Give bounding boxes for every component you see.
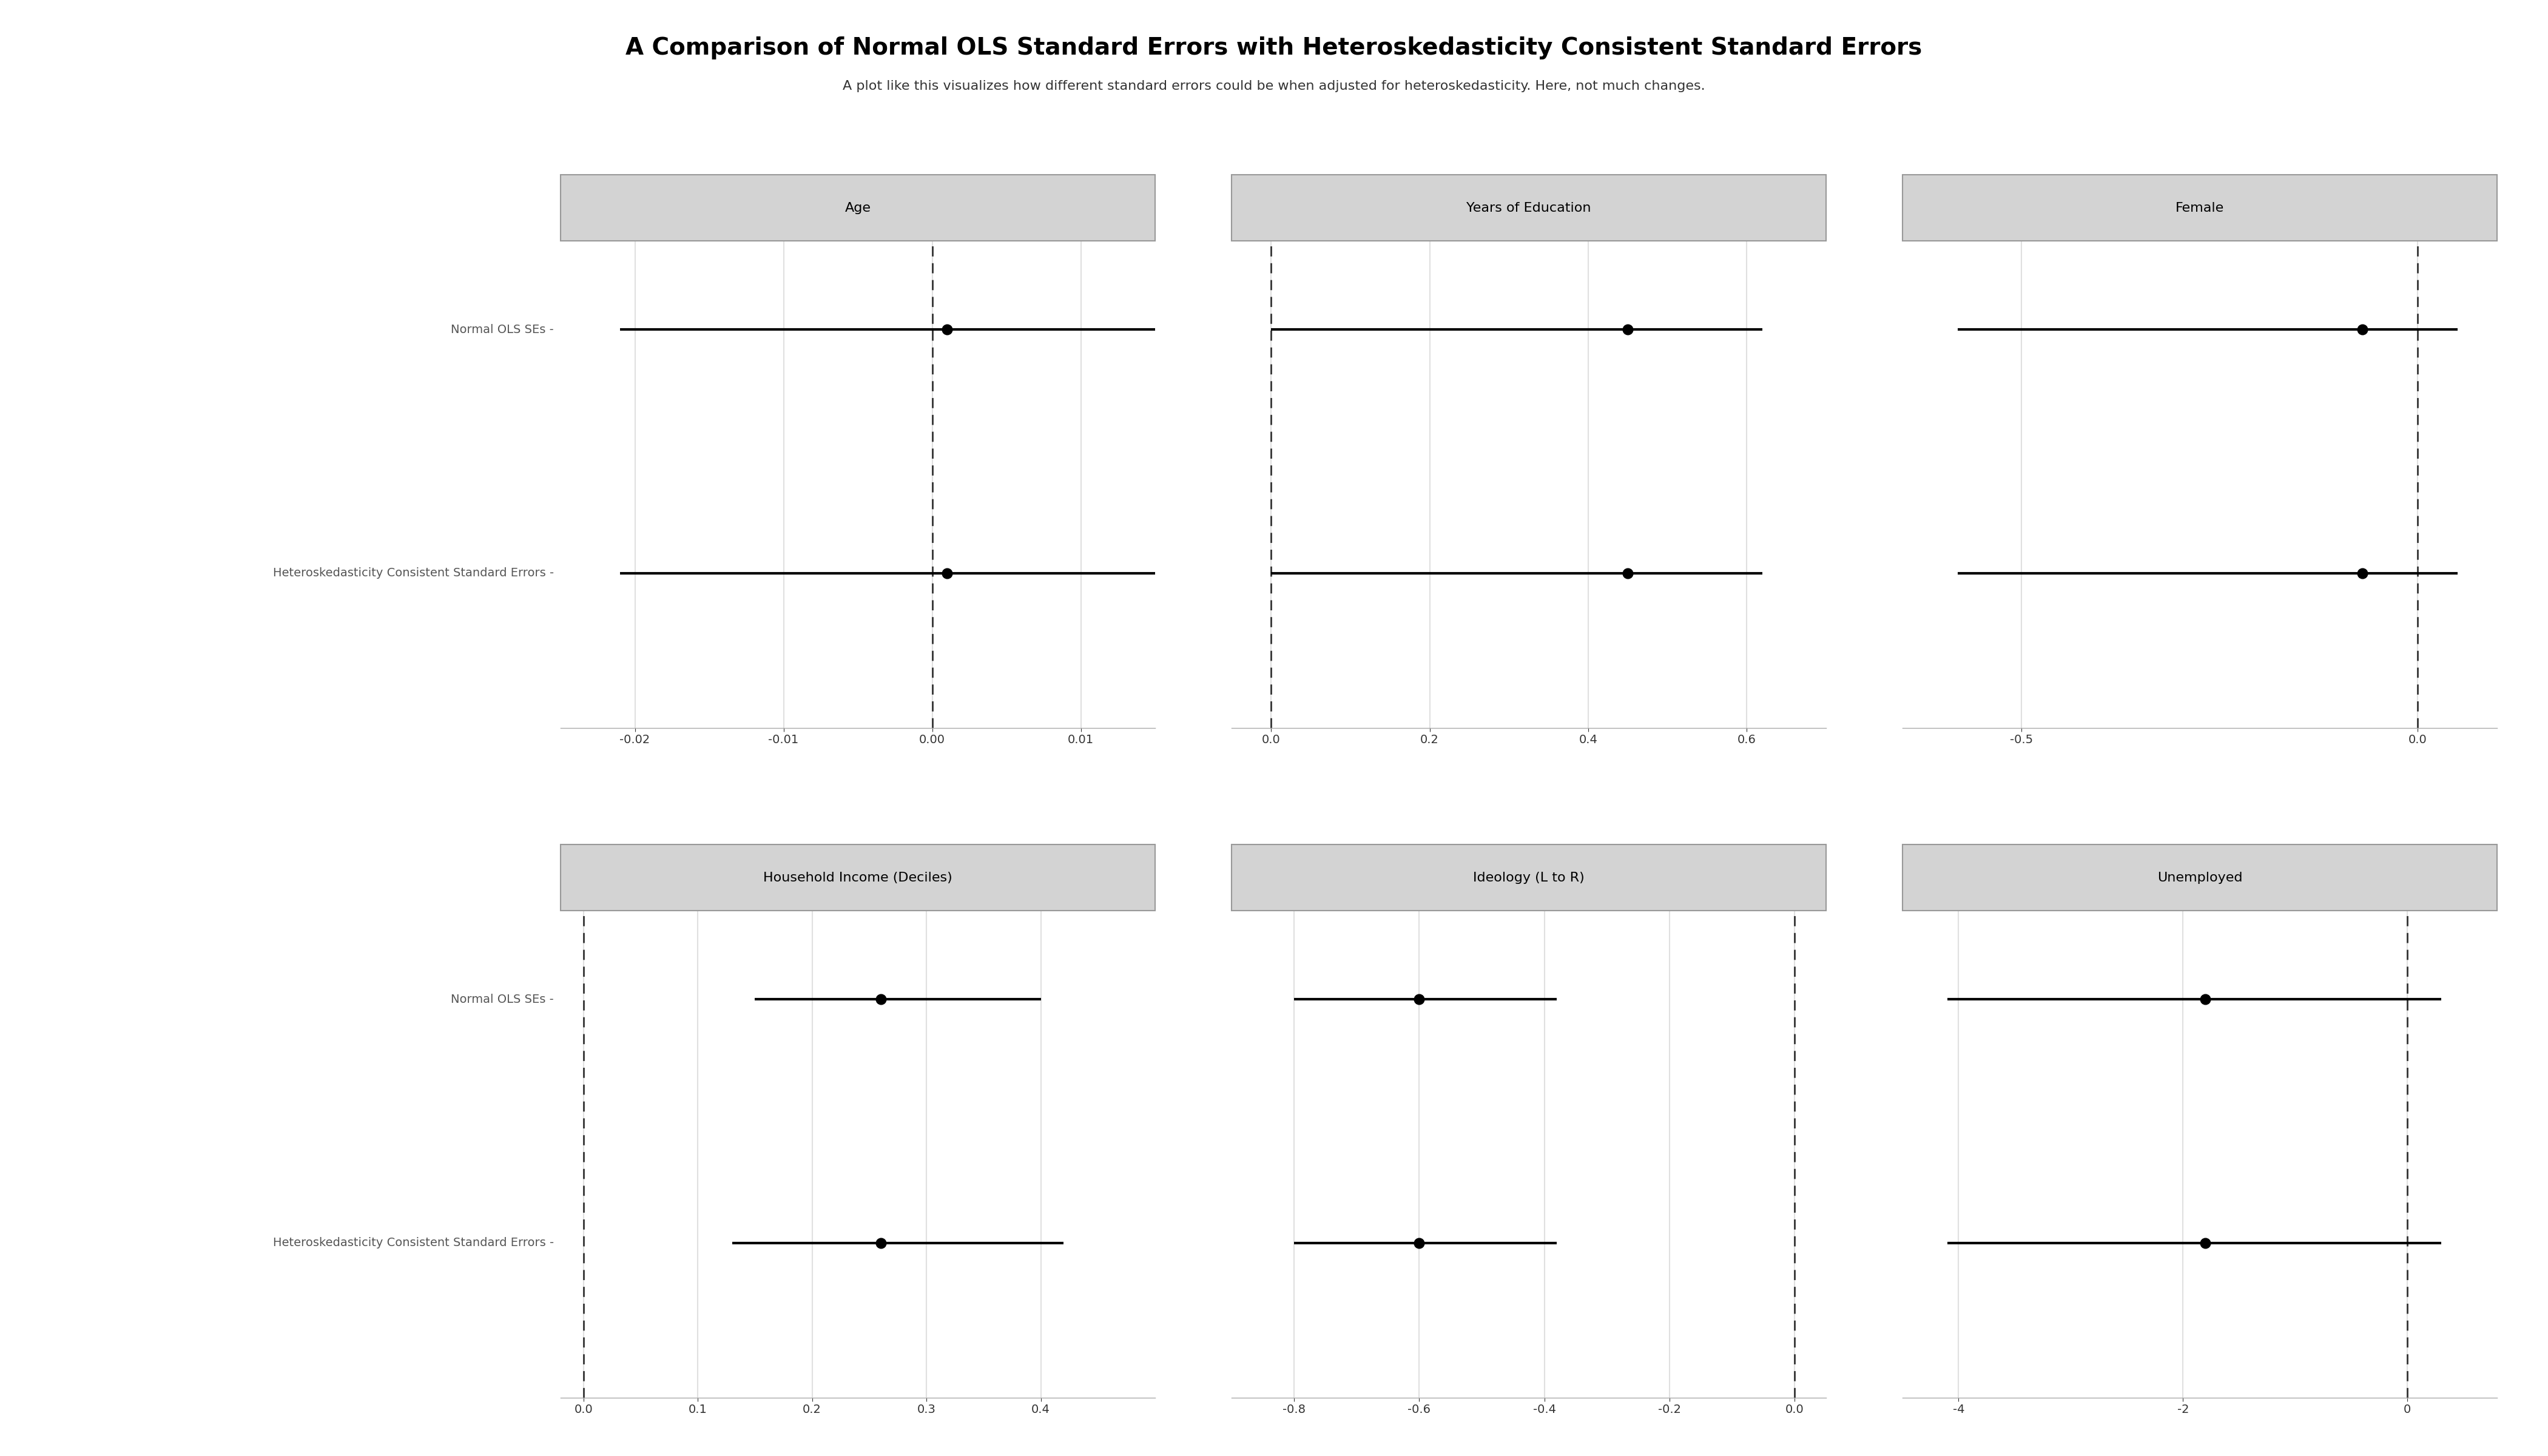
FancyBboxPatch shape [561,175,1154,242]
Text: Ideology (L to R): Ideology (L to R) [1473,872,1585,884]
FancyBboxPatch shape [1903,844,2497,911]
Text: Household Income (Deciles): Household Income (Deciles) [764,872,953,884]
Text: Years of Education: Years of Education [1468,202,1590,214]
Text: Heteroskedasticity Consistent Standard Errors -: Heteroskedasticity Consistent Standard E… [273,1238,553,1249]
Text: Normal OLS SEs -: Normal OLS SEs - [451,323,553,335]
Text: A plot like this visualizes how different standard errors could be when adjusted: A plot like this visualizes how differen… [843,80,1705,92]
FancyBboxPatch shape [1231,175,1827,242]
Text: Normal OLS SEs -: Normal OLS SEs - [451,993,553,1005]
Text: Heteroskedasticity Consistent Standard Errors -: Heteroskedasticity Consistent Standard E… [273,568,553,579]
Text: A Comparison of Normal OLS Standard Errors with Heteroskedasticity Consistent St: A Comparison of Normal OLS Standard Erro… [627,36,1921,60]
Text: Female: Female [2176,202,2224,214]
FancyBboxPatch shape [561,844,1154,911]
Text: Unemployed: Unemployed [2158,872,2242,884]
FancyBboxPatch shape [1231,844,1827,911]
FancyBboxPatch shape [1903,175,2497,242]
Text: Age: Age [846,202,871,214]
